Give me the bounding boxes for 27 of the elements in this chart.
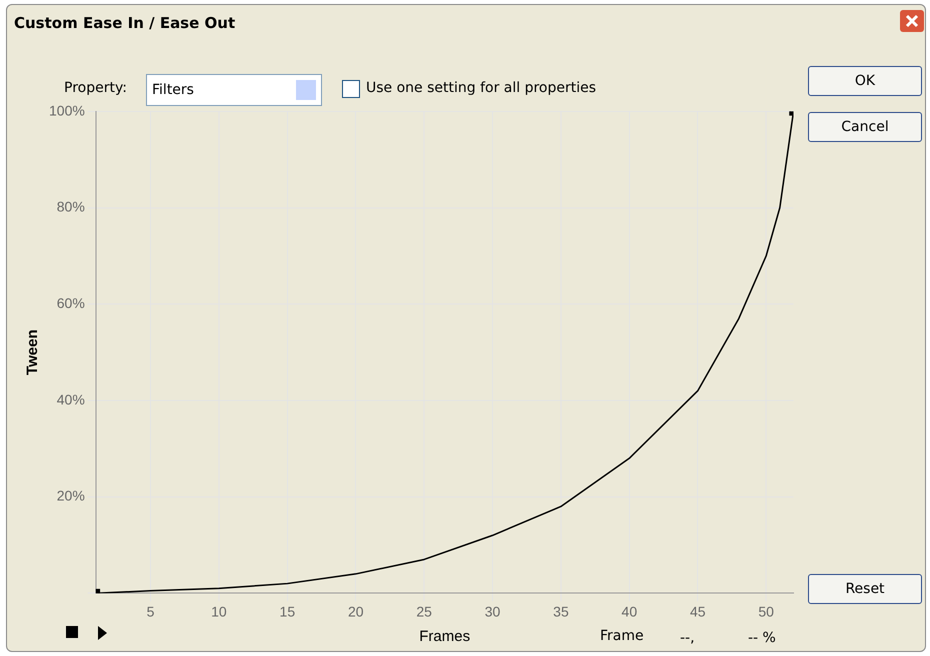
- x-tick-label: 50: [758, 603, 774, 620]
- text: Property:: [64, 80, 127, 96]
- text: Cancel: [808, 112, 922, 142]
- x-tick-label: 15: [280, 603, 296, 620]
- x-tick-label: 5: [146, 603, 155, 620]
- x-tick-label: 30: [484, 603, 501, 620]
- chart-title: Custom Ease In / Ease Out: [14, 14, 236, 32]
- text: Use one setting for all properties: [366, 80, 596, 96]
- text: Filters: [152, 82, 194, 98]
- y-tick-label: 100%: [48, 102, 85, 118]
- x-tick-label: 25: [416, 603, 432, 620]
- text: -- %: [748, 630, 776, 646]
- x-axis-title: Frames: [419, 628, 470, 646]
- x-tick-label: 35: [553, 603, 569, 620]
- text: --,: [680, 630, 695, 646]
- text: OK: [808, 66, 922, 96]
- y-tick-label: 60%: [56, 294, 85, 311]
- x-tick-label: 40: [622, 603, 638, 620]
- y-tick-label: 20%: [56, 488, 85, 504]
- x-tick-label: 10: [211, 603, 227, 620]
- x-tick-label: 45: [690, 603, 706, 620]
- y-axis-title: Tween: [24, 330, 42, 376]
- text: Reset: [808, 574, 922, 604]
- y-tick-label: 80%: [56, 198, 85, 215]
- y-tick-label: 40%: [56, 391, 85, 408]
- text: Frame: [600, 628, 644, 644]
- x-tick-label: 20: [348, 603, 364, 620]
